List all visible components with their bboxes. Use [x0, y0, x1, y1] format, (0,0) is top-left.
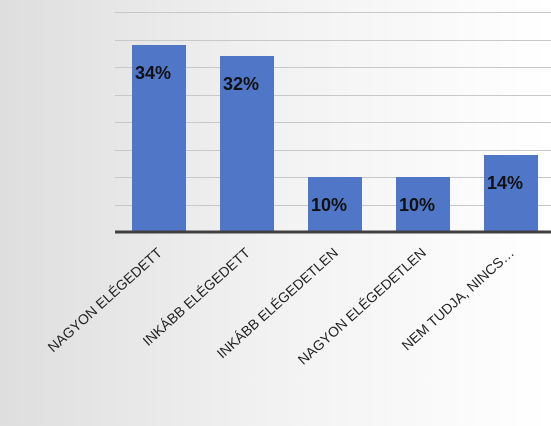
data-label: 10%	[399, 195, 435, 215]
bar	[396, 177, 450, 232]
bar	[220, 56, 274, 232]
data-label: 10%	[311, 195, 347, 215]
data-label: 34%	[135, 63, 171, 83]
data-labels: 34% 32% 10% 10% 14%	[135, 63, 523, 215]
bar	[132, 45, 186, 232]
data-label: 14%	[487, 173, 523, 193]
bar	[484, 155, 538, 232]
gridlines	[115, 12, 551, 206]
bars	[132, 45, 538, 232]
data-label: 32%	[223, 74, 259, 94]
bar	[308, 177, 362, 232]
